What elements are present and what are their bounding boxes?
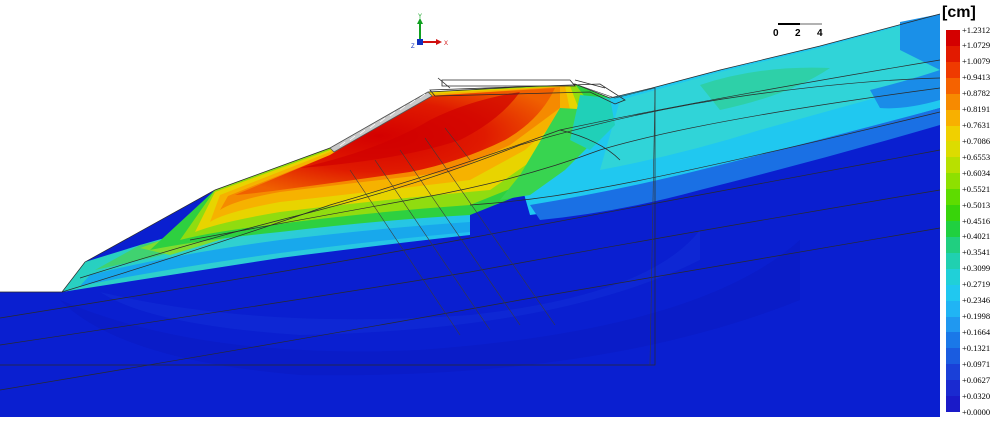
legend-tick-label: +0.3541: [962, 247, 991, 258]
retaining-wall: [329, 91, 433, 153]
legend-unit: [cm]: [942, 4, 976, 21]
legend-tick-label: +0.6034: [962, 167, 991, 178]
legend-swatch: [946, 364, 960, 381]
scale-label-4: 4: [817, 28, 823, 39]
legend-tick-label: +0.0000: [962, 406, 991, 417]
legend-color-bar: [946, 30, 960, 413]
legend-tick-label: +0.5521: [962, 183, 991, 194]
legend-tick-label: +0.7086: [962, 135, 991, 146]
legend-tick-label: +0.6553: [962, 151, 991, 162]
legend-swatch: [946, 157, 960, 174]
x-arrow-head: [436, 39, 442, 45]
axis-triad: Y X Z: [411, 14, 448, 50]
scale-label-2: 2: [795, 28, 801, 39]
legend-tick-label: +0.1321: [962, 342, 991, 353]
legend-swatch: [946, 77, 960, 95]
legend-swatch: [946, 205, 960, 222]
legend-tick-label: +0.2346: [962, 295, 991, 306]
legend-tick-label: +0.8191: [962, 104, 991, 115]
legend-tick-label: +0.1664: [962, 326, 991, 337]
legend-tick-label: +0.0627: [962, 374, 991, 385]
legend-tick-label: +0.4516: [962, 215, 991, 226]
legend-tick-label: +0.5013: [962, 199, 991, 210]
legend-tick-label: +1.0729: [962, 40, 991, 51]
anchor-elements: [349, 127, 556, 336]
z-axis-label: Z: [411, 44, 415, 50]
legend-tick-label: +0.9413: [962, 72, 991, 83]
legend-swatch: [946, 396, 960, 413]
legend-tick-label: +0.7631: [962, 120, 991, 130]
max-displacement-zone: [235, 88, 555, 195]
legend-swatch: [946, 221, 960, 238]
legend-swatch: [946, 189, 960, 206]
legend-tick-label: +0.2719: [962, 279, 991, 290]
geology-layer-lines: [0, 13, 941, 391]
y-arrow-head: [417, 18, 423, 24]
scale-bar-graphic: [778, 23, 822, 25]
legend-swatch: [946, 45, 960, 63]
legend-swatch: [946, 316, 960, 333]
scale-bar: 0 2 4: [770, 14, 830, 44]
legend-swatch: [946, 93, 960, 111]
legend-tick-label: +0.0320: [962, 390, 991, 401]
legend-swatch: [946, 141, 960, 158]
z-axis-marker: [417, 39, 423, 45]
legend-swatch: [946, 109, 960, 126]
y-axis-label: Y: [418, 14, 422, 20]
legend-swatch: [946, 268, 960, 286]
legend-swatch: [946, 300, 960, 317]
legend-swatch: [946, 125, 960, 142]
legend-swatch: [946, 61, 960, 79]
legend-swatch: [946, 252, 960, 270]
legend-swatch: [946, 284, 960, 302]
legend-tick-label: +0.8782: [962, 88, 991, 99]
legend-tick-label: +0.0971: [962, 358, 991, 369]
legend-tick-label: +1.2312: [962, 24, 991, 35]
legend-tick-label: +0.3099: [962, 263, 991, 274]
legend-tick-label: +0.1998: [962, 311, 991, 321]
legend-swatch: [946, 380, 960, 397]
legend-tick-label: +0.4021: [962, 231, 991, 242]
scale-label-0: 0: [773, 28, 779, 39]
embankment-structure: [429, 77, 626, 105]
legend-swatch: [946, 173, 960, 190]
legend-swatch: [946, 236, 960, 254]
x-axis-label: X: [444, 41, 448, 47]
legend-tick-label: +1.0079: [962, 56, 991, 67]
legend-swatch: [946, 30, 960, 47]
legend-swatch: [946, 332, 960, 349]
color-legend: [cm] +1.2312 +1.0729 +1.0079 +0.9413 +0.8782…: [940, 4, 1004, 417]
right-panel-boundary: [574, 83, 656, 366]
legend-swatch: [946, 348, 960, 365]
